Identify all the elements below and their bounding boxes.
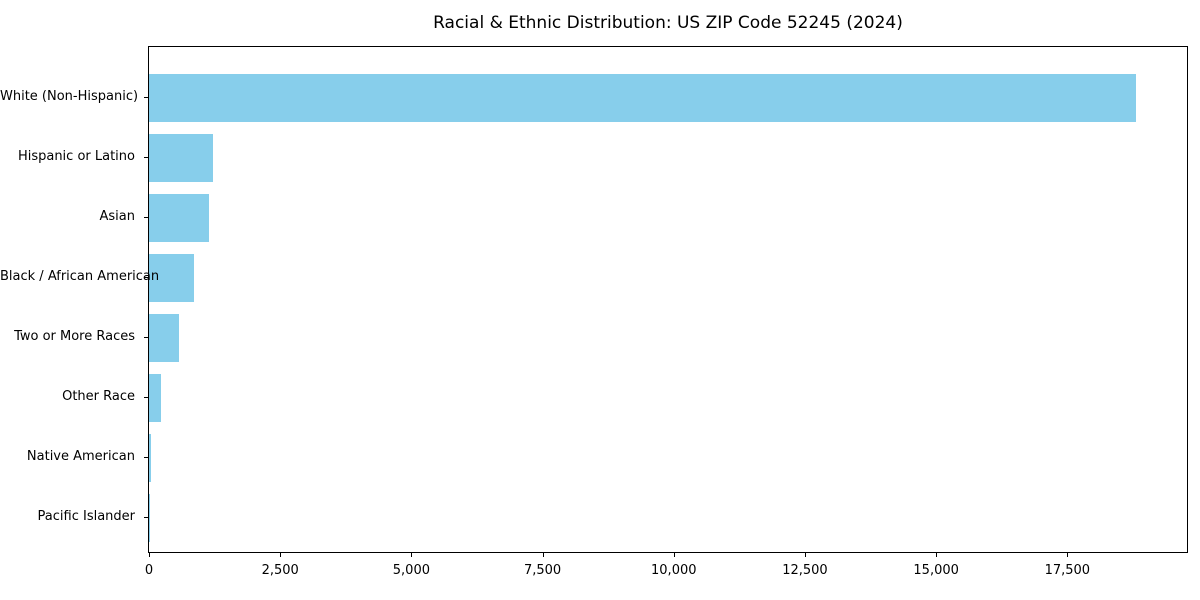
- x-tick-label: 12,500: [782, 563, 828, 578]
- y-tick-label: Native American: [26, 449, 135, 464]
- y-tick-label: Black / African American: [0, 269, 160, 284]
- x-tick-mark: [804, 553, 806, 557]
- x-tick-label: 7,500: [523, 563, 562, 578]
- y-tick-label: Hispanic or Latino: [17, 149, 135, 164]
- x-tick-label: 17,500: [1044, 563, 1091, 578]
- bar-asian: [149, 194, 209, 242]
- plot-area: [148, 46, 1188, 553]
- bar-other-race: [149, 374, 162, 422]
- y-tick-mark: [144, 397, 148, 398]
- y-tick-label: Pacific Islander: [37, 509, 135, 524]
- bar-two-or-more-races: [149, 314, 179, 362]
- y-tick-mark: [144, 217, 148, 218]
- y-tick-label: Asian: [99, 209, 135, 224]
- y-tick-mark: [144, 337, 148, 338]
- y-tick-mark: [144, 517, 148, 518]
- x-tick-label: 10,000: [651, 563, 697, 578]
- x-tick-label: 5,000: [392, 563, 430, 578]
- chart-title: Racial & Ethnic Distribution: US ZIP Cod…: [433, 13, 903, 33]
- x-tick-mark: [1067, 553, 1069, 557]
- x-tick-mark: [280, 553, 282, 557]
- x-tick-mark: [411, 553, 413, 557]
- y-tick-mark: [144, 457, 148, 458]
- x-tick-label: 0: [144, 563, 154, 578]
- y-tick-label: White (Non-Hispanic): [0, 89, 139, 104]
- x-tick-mark: [936, 553, 938, 557]
- bar-hispanic-or-latino: [149, 134, 214, 182]
- x-tick-mark: [673, 553, 675, 557]
- bar-black-african-american: [149, 254, 195, 302]
- x-tick-label: 15,000: [913, 563, 959, 578]
- bar-white-non-hispanic: [149, 74, 1136, 122]
- bar-native-american: [149, 434, 151, 482]
- y-tick-label: Other Race: [62, 389, 135, 404]
- y-tick-label: Two or More Races: [14, 329, 135, 344]
- bar-pacific-islander: [149, 494, 150, 542]
- y-tick-mark: [144, 97, 148, 98]
- y-tick-mark: [144, 157, 148, 158]
- y-tick-mark: [144, 277, 148, 278]
- x-tick-label: 2,500: [261, 563, 299, 578]
- x-tick-mark: [149, 553, 150, 557]
- x-tick-mark: [542, 553, 544, 557]
